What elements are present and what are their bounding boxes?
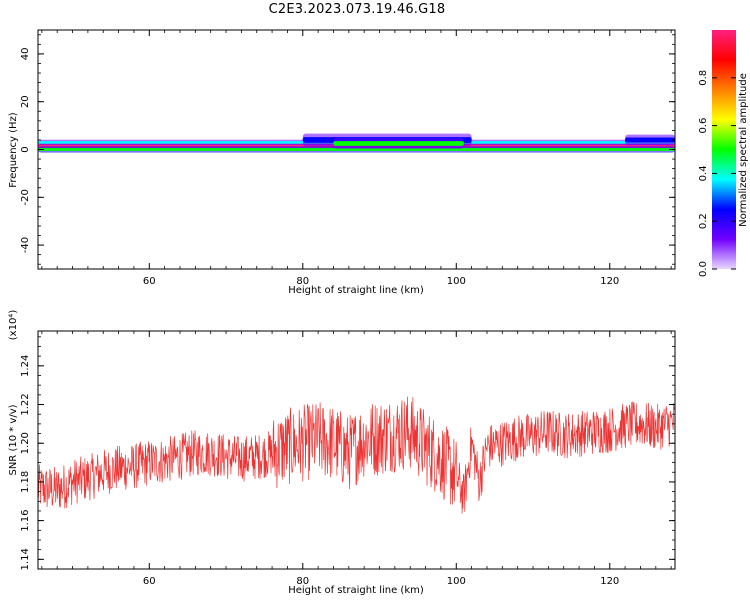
colorbar: 0.0 0.2 0.4 0.6 0.8 Normalized spectral ampl… — [698, 30, 749, 277]
colorbar-tick-label: 0.2 — [698, 213, 709, 229]
snr-plot: 60 80 100 120 1.14 1.16 1.18 1.20 1.22 1.24 Heig… — [8, 310, 676, 596]
spectrogram-x-tick-label: 60 — [143, 276, 156, 287]
spectrogram-y-tick-label: -20 — [20, 189, 31, 205]
spectrogram-x-label: Height of straight line (km) — [288, 285, 424, 296]
colorbar-ticks: 0.0 0.2 0.4 0.6 0.8 — [698, 70, 736, 277]
spectrogram-band — [38, 148, 675, 151]
spectrogram-plot: 60 80 100 120 -40 -20 0 20 40 Height of straigh… — [8, 29, 676, 296]
snr-x-label: Height of straight line (km) — [288, 585, 424, 596]
snr-y-tick-label: 1.18 — [20, 471, 31, 493]
snr-y-tick-label: 1.14 — [20, 548, 31, 570]
colorbar-tick-label: 0.6 — [698, 118, 709, 134]
spectrogram-y-label: Frequency (Hz) — [8, 112, 19, 188]
snr-frame — [37, 330, 676, 570]
spectrogram-y-tick-label: 40 — [20, 48, 31, 61]
snr-x-ticks: 60 80 100 120 — [41, 331, 672, 587]
colorbar-tick-label: 0.4 — [698, 165, 709, 181]
spectrogram-x-tick-label: 80 — [296, 276, 309, 287]
colorbar-tick-label: 0.0 — [698, 261, 709, 277]
colorbar-tick-label: 0.8 — [698, 70, 709, 86]
spectrogram-x-tick-label: 120 — [600, 276, 619, 287]
snr-y-tick-label: 1.24 — [20, 355, 31, 377]
spectrogram-y-tick-label: -40 — [20, 237, 31, 253]
snr-x-tick-label: 120 — [600, 576, 619, 587]
colorbar-label: Normalized spectral amplitude — [738, 73, 749, 227]
spectrogram-band — [625, 137, 675, 143]
snr-x-tick-label: 100 — [447, 576, 466, 587]
snr-x-tick-label: 60 — [143, 576, 156, 587]
snr-y-tick-label: 1.20 — [20, 432, 31, 454]
spectrogram-bands — [38, 133, 675, 153]
spectrogram-band — [333, 141, 464, 146]
snr-y-tick-label: 1.16 — [20, 509, 31, 531]
snr-y-multiplier: (x10⁴) — [8, 310, 19, 341]
spectrogram-y-tick-label: 0 — [20, 146, 31, 152]
snr-y-label: SNR (10 * v/v) — [8, 404, 19, 475]
colorbar-gradient — [712, 30, 736, 269]
snr-y-ticks: 1.14 1.16 1.18 1.20 1.22 1.24 — [20, 336, 675, 570]
snr-y-tick-label: 1.22 — [20, 393, 31, 415]
spectrogram-y-tick-label: 20 — [20, 95, 31, 108]
snr-series-line — [38, 396, 675, 514]
spectrogram-x-ticks: 60 80 100 120 — [41, 30, 672, 287]
figure-title: C2E3.2023.073.19.46.G18 — [268, 2, 446, 17]
spectrogram-x-tick-label: 100 — [447, 276, 466, 287]
spectrogram-y-ticks: -40 -20 0 20 40 — [20, 34, 675, 265]
snr-x-tick-label: 80 — [296, 576, 309, 587]
